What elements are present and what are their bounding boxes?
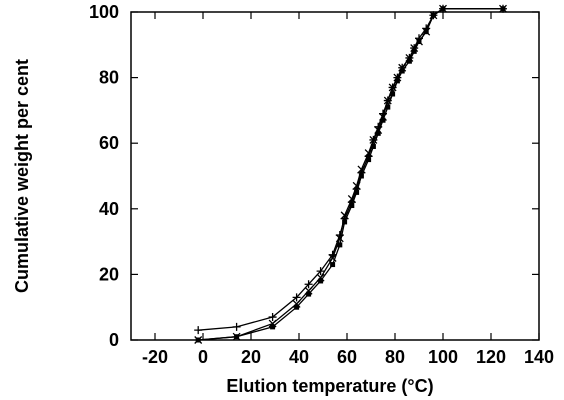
- data-point-square: [406, 58, 412, 64]
- data-point-square: [390, 91, 396, 97]
- data-point-plus: [268, 313, 277, 322]
- data-point-cross: [369, 135, 378, 144]
- data-point-square: [318, 278, 324, 284]
- data-point-square: [411, 48, 417, 54]
- series-2: [194, 4, 507, 344]
- data-point-square: [337, 242, 343, 248]
- x-axis: -20 0 20 40 60 80 100 120 140: [142, 12, 554, 367]
- x-tick-label: 0: [198, 347, 208, 367]
- series-layer: [194, 4, 507, 344]
- x-tick-label: -20: [142, 347, 168, 367]
- series-3: [195, 6, 506, 343]
- y-tick-label: 60: [99, 133, 119, 153]
- data-point-square: [354, 189, 360, 195]
- data-point-cross: [364, 149, 373, 157]
- y-axis-label: Cumulative weight per cent: [12, 59, 32, 293]
- data-point-square: [370, 143, 376, 149]
- x-tick-label: 60: [337, 347, 357, 367]
- data-point-square: [366, 157, 372, 163]
- data-point-cross: [328, 254, 337, 262]
- data-point-plus: [292, 293, 301, 302]
- data-point-square: [294, 304, 300, 310]
- data-point-square: [423, 29, 429, 35]
- series-1: [194, 4, 507, 335]
- data-point-square: [270, 324, 276, 330]
- y-tick-label: 40: [99, 199, 119, 219]
- data-point-cross: [388, 83, 397, 92]
- data-point-square: [380, 117, 386, 123]
- x-tick-label: 80: [385, 347, 405, 367]
- x-tick-label: 20: [241, 347, 261, 367]
- y-axis: 0 20 40 60 80 100: [89, 2, 539, 350]
- data-point-plus: [304, 280, 313, 289]
- x-tick-label: 140: [524, 347, 554, 367]
- data-point-plus: [232, 322, 241, 331]
- data-point-square: [430, 12, 436, 18]
- data-point-square: [385, 104, 391, 110]
- x-tick-label: 120: [476, 347, 506, 367]
- y-tick-label: 20: [99, 264, 119, 284]
- data-point-square: [349, 203, 355, 209]
- data-point-square: [195, 337, 201, 343]
- data-point-square: [440, 6, 446, 12]
- data-point-square: [234, 334, 240, 340]
- data-point-cross: [347, 195, 356, 203]
- data-point-square: [342, 219, 348, 225]
- data-point-plus: [316, 267, 325, 276]
- data-point-square: [416, 39, 422, 45]
- series-line: [198, 8, 503, 341]
- series-line: [198, 8, 503, 331]
- x-tick-label: 100: [428, 347, 458, 367]
- data-point-square: [399, 68, 405, 74]
- data-point-square: [375, 130, 381, 136]
- x-axis-label: Elution temperature (°C): [226, 376, 433, 396]
- y-tick-label: 0: [109, 330, 119, 350]
- series-line: [198, 8, 503, 341]
- data-point-square: [358, 173, 364, 179]
- data-point-plus: [194, 326, 203, 335]
- data-point-square: [330, 262, 336, 268]
- data-point-square: [500, 6, 506, 12]
- y-tick-label: 100: [89, 2, 119, 22]
- data-point-cross: [383, 96, 392, 105]
- data-point-square: [394, 78, 400, 84]
- x-tick-label: 40: [289, 347, 309, 367]
- plot-frame: [130, 11, 540, 341]
- data-point-square: [306, 291, 312, 297]
- y-tick-label: 80: [99, 68, 119, 88]
